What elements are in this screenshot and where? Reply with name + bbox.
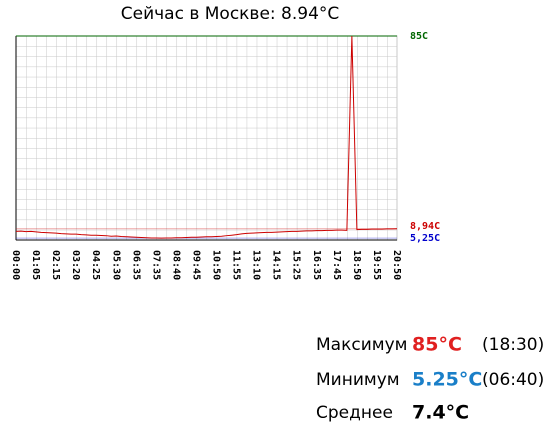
stat-label: Минимум (316, 370, 400, 390)
chart-title: Сейчас в Москве: 8.94°C (121, 4, 340, 24)
x-tick-label: 13:10 (251, 250, 262, 280)
x-tick-label: 05:30 (110, 250, 121, 280)
x-tick-label: 14:15 (271, 250, 282, 280)
x-tick-label: 04:25 (90, 250, 101, 280)
stat-time: (18:30) (482, 335, 544, 355)
x-tick-label: 16:35 (311, 250, 322, 280)
x-tick-label: 08:40 (170, 250, 181, 280)
x-tick-label: 00:00 (10, 250, 21, 280)
y-tick-label: 85C (410, 31, 428, 42)
x-tick-label: 19:55 (371, 250, 382, 280)
stat-label: Среднее (316, 403, 393, 423)
x-tick-label: 10:50 (211, 250, 222, 280)
x-tick-label: 11:55 (231, 250, 242, 280)
x-tick-label: 01:05 (30, 250, 41, 280)
stat-value: 5.25°C (412, 369, 482, 391)
x-tick-label: 20:50 (391, 250, 402, 280)
x-tick-label: 02:15 (50, 250, 61, 280)
x-tick-label: 18:50 (351, 250, 362, 280)
stat-time: (06:40) (482, 370, 544, 390)
x-tick-label: 03:20 (70, 250, 81, 280)
stat-value: 7.4°C (412, 402, 469, 424)
stat-label: Максимум (316, 335, 407, 355)
data-line (15, 35, 398, 239)
x-tick-label: 07:35 (150, 250, 161, 280)
plot-grid (15, 35, 398, 241)
x-tick-label: 15:25 (291, 250, 302, 280)
stat-value: 85°C (412, 334, 462, 356)
y-tick-label: 5,25C (410, 233, 440, 244)
x-tick-label: 17:45 (331, 250, 342, 280)
x-tick-label: 06:35 (130, 250, 141, 280)
y-tick-label: 8,94C (410, 221, 440, 232)
x-tick-label: 09:45 (190, 250, 201, 280)
